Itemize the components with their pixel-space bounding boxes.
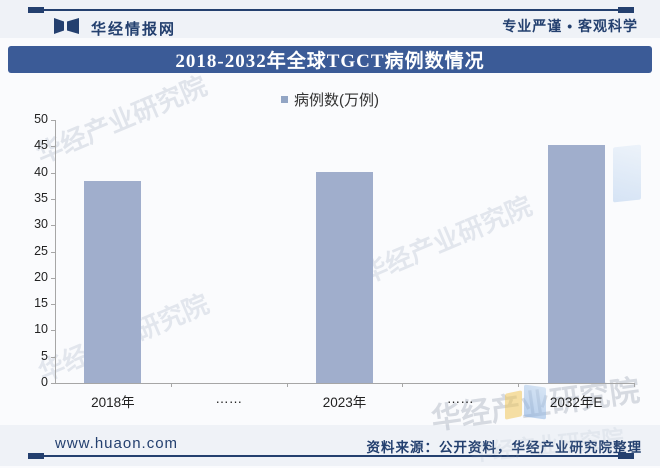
x-category-label: 2032年E bbox=[549, 395, 603, 410]
x-category-label: 2018年 bbox=[91, 395, 135, 410]
x-category-label: …… bbox=[215, 391, 243, 406]
bar-2032年E bbox=[547, 145, 605, 383]
x-tick-mark bbox=[518, 383, 520, 387]
y-tick-mark bbox=[51, 304, 55, 306]
y-tick-mark bbox=[51, 277, 55, 279]
bottom-rule-right-cap bbox=[618, 453, 634, 459]
x-tick-mark bbox=[170, 383, 172, 387]
y-tick-mark bbox=[51, 356, 55, 358]
y-tick-mark bbox=[51, 146, 55, 148]
y-tick-mark bbox=[51, 330, 55, 332]
legend-marker-icon bbox=[281, 95, 288, 103]
top-rule bbox=[28, 7, 634, 13]
footer-url: www.huaon.com bbox=[55, 435, 179, 452]
top-rule-left-cap bbox=[28, 7, 44, 13]
y-tick-mark bbox=[51, 225, 55, 227]
chart-title: 2018-2032年全球TGCT病例数情况 bbox=[175, 51, 485, 72]
x-tick-mark bbox=[402, 383, 404, 387]
y-tick-mark bbox=[51, 172, 55, 174]
chart-title-banner: 2018-2032年全球TGCT病例数情况 bbox=[8, 46, 652, 73]
y-tick-mark bbox=[51, 120, 55, 121]
y-tick-label: 30 bbox=[34, 217, 48, 232]
footer-band bbox=[0, 425, 660, 466]
y-tick-label: 0 bbox=[41, 375, 48, 389]
y-tick-label: 15 bbox=[34, 296, 48, 311]
y-tick-mark bbox=[51, 251, 55, 253]
bottom-rule-left-cap bbox=[28, 453, 44, 459]
y-tick-label: 20 bbox=[34, 269, 48, 284]
header-band bbox=[0, 0, 660, 38]
footer-source: 资料来源：公开资料，华经产业研究院整理 bbox=[366, 440, 642, 455]
bar-2023年 bbox=[316, 171, 373, 383]
y-tick-label: 10 bbox=[34, 322, 48, 337]
y-tick-label: 50 bbox=[34, 112, 48, 126]
y-tick-label: 25 bbox=[34, 243, 48, 258]
top-rule-right-cap bbox=[618, 7, 634, 13]
y-axis-line bbox=[55, 120, 56, 383]
y-tick-label: 45 bbox=[34, 138, 48, 153]
x-tick-mark bbox=[634, 383, 635, 387]
y-tick-label: 35 bbox=[34, 190, 48, 205]
header-slogan: 专业严谨 • 客观科学 bbox=[502, 18, 638, 34]
bar-2018年 bbox=[84, 181, 142, 383]
bottom-rule bbox=[28, 453, 634, 459]
brand-name: 华经情报网 bbox=[91, 21, 177, 38]
y-tick-label: 5 bbox=[41, 348, 48, 363]
brand-logo-icon bbox=[54, 17, 82, 40]
x-category-label: 2023年 bbox=[322, 395, 367, 410]
y-tick-label: 40 bbox=[34, 164, 48, 179]
x-axis-line bbox=[55, 383, 634, 384]
x-category-label: …… bbox=[446, 391, 474, 406]
brand: 华经情报网 bbox=[54, 17, 176, 40]
x-tick-mark bbox=[286, 383, 288, 387]
legend-label: 病例数(万例) bbox=[294, 91, 379, 109]
chart-legend: 病例数(万例) bbox=[0, 90, 660, 109]
y-tick-mark bbox=[51, 383, 55, 384]
y-tick-mark bbox=[51, 198, 55, 200]
